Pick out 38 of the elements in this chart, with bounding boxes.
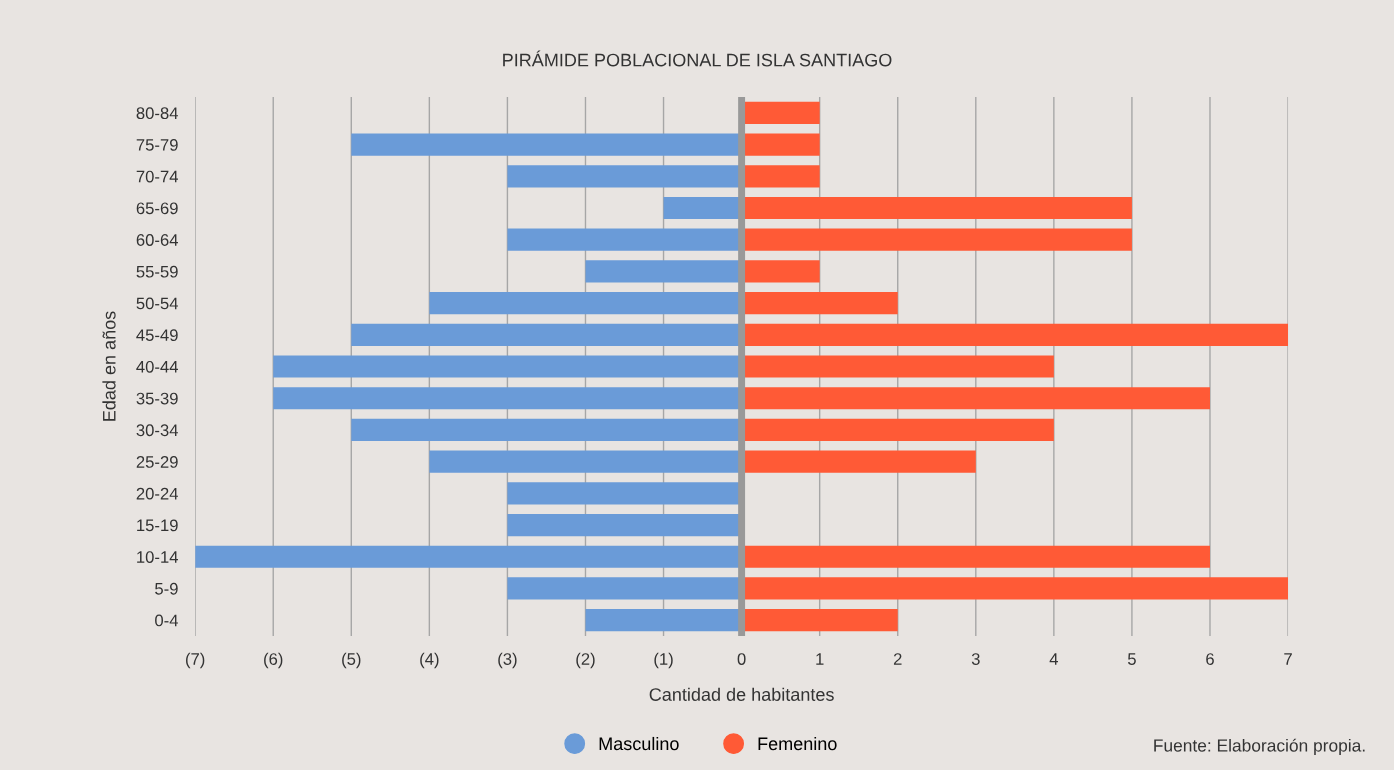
y-tick-label: 40-44 (136, 360, 179, 373)
x-axis-title: Cantidad de habitantes (649, 687, 834, 701)
y-tick-label: 60-64 (136, 234, 179, 246)
x-tick-label: (6) (264, 652, 283, 669)
x-tick-label: (1) (654, 652, 673, 669)
chart-title: PIRÁMIDE POBLACIONAL DE ISLA SANTIAGO (503, 50, 892, 67)
x-tick-label: (3) (498, 652, 517, 669)
y-tick-label: 75-79 (136, 138, 178, 151)
x-tick-label: 1 (816, 653, 824, 665)
y-tick-label: 30-34 (136, 424, 179, 437)
x-tick-label: 5 (1127, 653, 1136, 665)
y-tick-label: 55-59 (136, 265, 178, 278)
x-tick-label: 4 (1049, 653, 1059, 665)
y-tick-label: 70-74 (136, 170, 179, 183)
x-tick-label: (7) (186, 652, 205, 669)
y-tick-label: 5-9 (155, 582, 178, 595)
y-tick-label: 20-24 (136, 487, 179, 500)
y-tick-label: 10-14 (137, 551, 179, 563)
x-tick-label: 2 (893, 653, 902, 665)
y-tick-label: 15-19 (137, 519, 178, 532)
legend-label: Femenino (758, 736, 837, 751)
x-tick-label: 3 (971, 653, 980, 665)
x-tick-label: (4) (420, 652, 439, 669)
y-tick-label: 45-49 (136, 329, 178, 342)
y-tick-label: 50-54 (136, 297, 179, 310)
y-tick-label: 35-39 (136, 392, 178, 405)
y-tick-label: 0-4 (155, 614, 179, 627)
legend-label: Masculino (599, 736, 679, 751)
x-tick-label: (2) (576, 652, 595, 669)
y-tick-label: 65-69 (136, 202, 178, 215)
x-tick-label: (5) (342, 652, 361, 669)
y-axis-title: Edad en años (102, 311, 116, 421)
y-tick-label: 25-29 (136, 456, 178, 468)
source-note: Fuente: Elaboración propia. (1154, 738, 1365, 756)
x-tick-label: 6 (1206, 653, 1214, 665)
x-tick-label: 0 (737, 653, 746, 665)
x-tick-label: 7 (1284, 653, 1292, 665)
y-tick-label: 80-84 (136, 107, 179, 120)
